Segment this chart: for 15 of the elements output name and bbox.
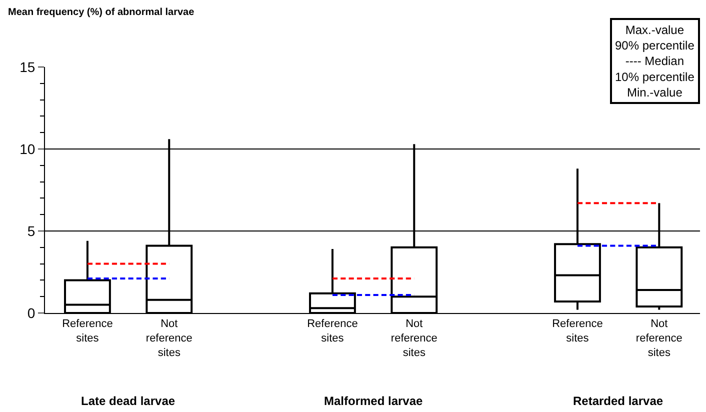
- text: Late dead larvae: [81, 394, 176, 408]
- x-tick-label: Not reference sites: [636, 318, 682, 359]
- text: Retarded larvae: [573, 394, 664, 408]
- x-tick-label: Reference sites: [307, 318, 358, 344]
- y-axis-title: Mean frequency (%) of abnormal larvae: [8, 7, 195, 18]
- y-tick-label: 5: [27, 222, 36, 239]
- annotation: Max.-value 90% percentile ---- Median 10% percentile Min.-value: [615, 23, 695, 100]
- text: Malformed larvae: [324, 394, 424, 408]
- y-tick-label: 10: [20, 140, 36, 157]
- x-tick-label: Reference sites: [552, 318, 603, 344]
- y-tick-label: 15: [20, 58, 36, 75]
- x-tick-label: Not reference sites: [390, 318, 438, 359]
- y-tick-label: 0: [27, 304, 36, 321]
- x-tick-label: Reference sites: [62, 318, 113, 344]
- x-tick-label: Not reference sites: [146, 318, 192, 359]
